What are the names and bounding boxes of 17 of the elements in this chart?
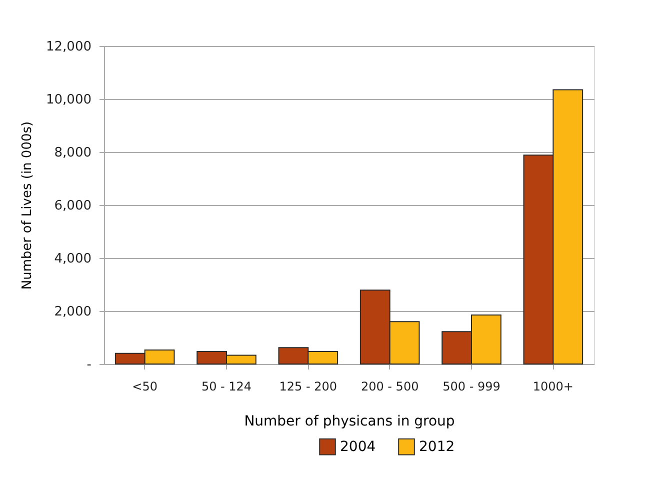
x-tick-label: 50 - 124: [201, 380, 252, 394]
y-tick-label: 12,000: [46, 40, 92, 54]
legend-label: 2004: [340, 438, 376, 455]
y-tick-label: 2,000: [54, 304, 92, 320]
y-tick-label: -: [86, 358, 92, 372]
x-tick-label: <50: [132, 380, 158, 394]
y-tick-label: 8,000: [54, 146, 92, 160]
x-tick-label: 500 - 999: [442, 380, 500, 394]
x-tick-label: 1000+: [532, 380, 574, 394]
y-tick-label: 6,000: [54, 198, 92, 214]
y-tick-label: 4,000: [54, 252, 92, 266]
legend-label: 2012: [419, 438, 455, 455]
x-axis-title: Number of physicans in group: [244, 414, 455, 430]
y-tick-label: 10,000: [46, 92, 92, 108]
x-tick-label: 125 - 200: [279, 380, 338, 394]
y-axis-title: Number of Lives (in 000s): [20, 121, 36, 290]
x-tick-label: 200 - 500: [360, 380, 419, 394]
